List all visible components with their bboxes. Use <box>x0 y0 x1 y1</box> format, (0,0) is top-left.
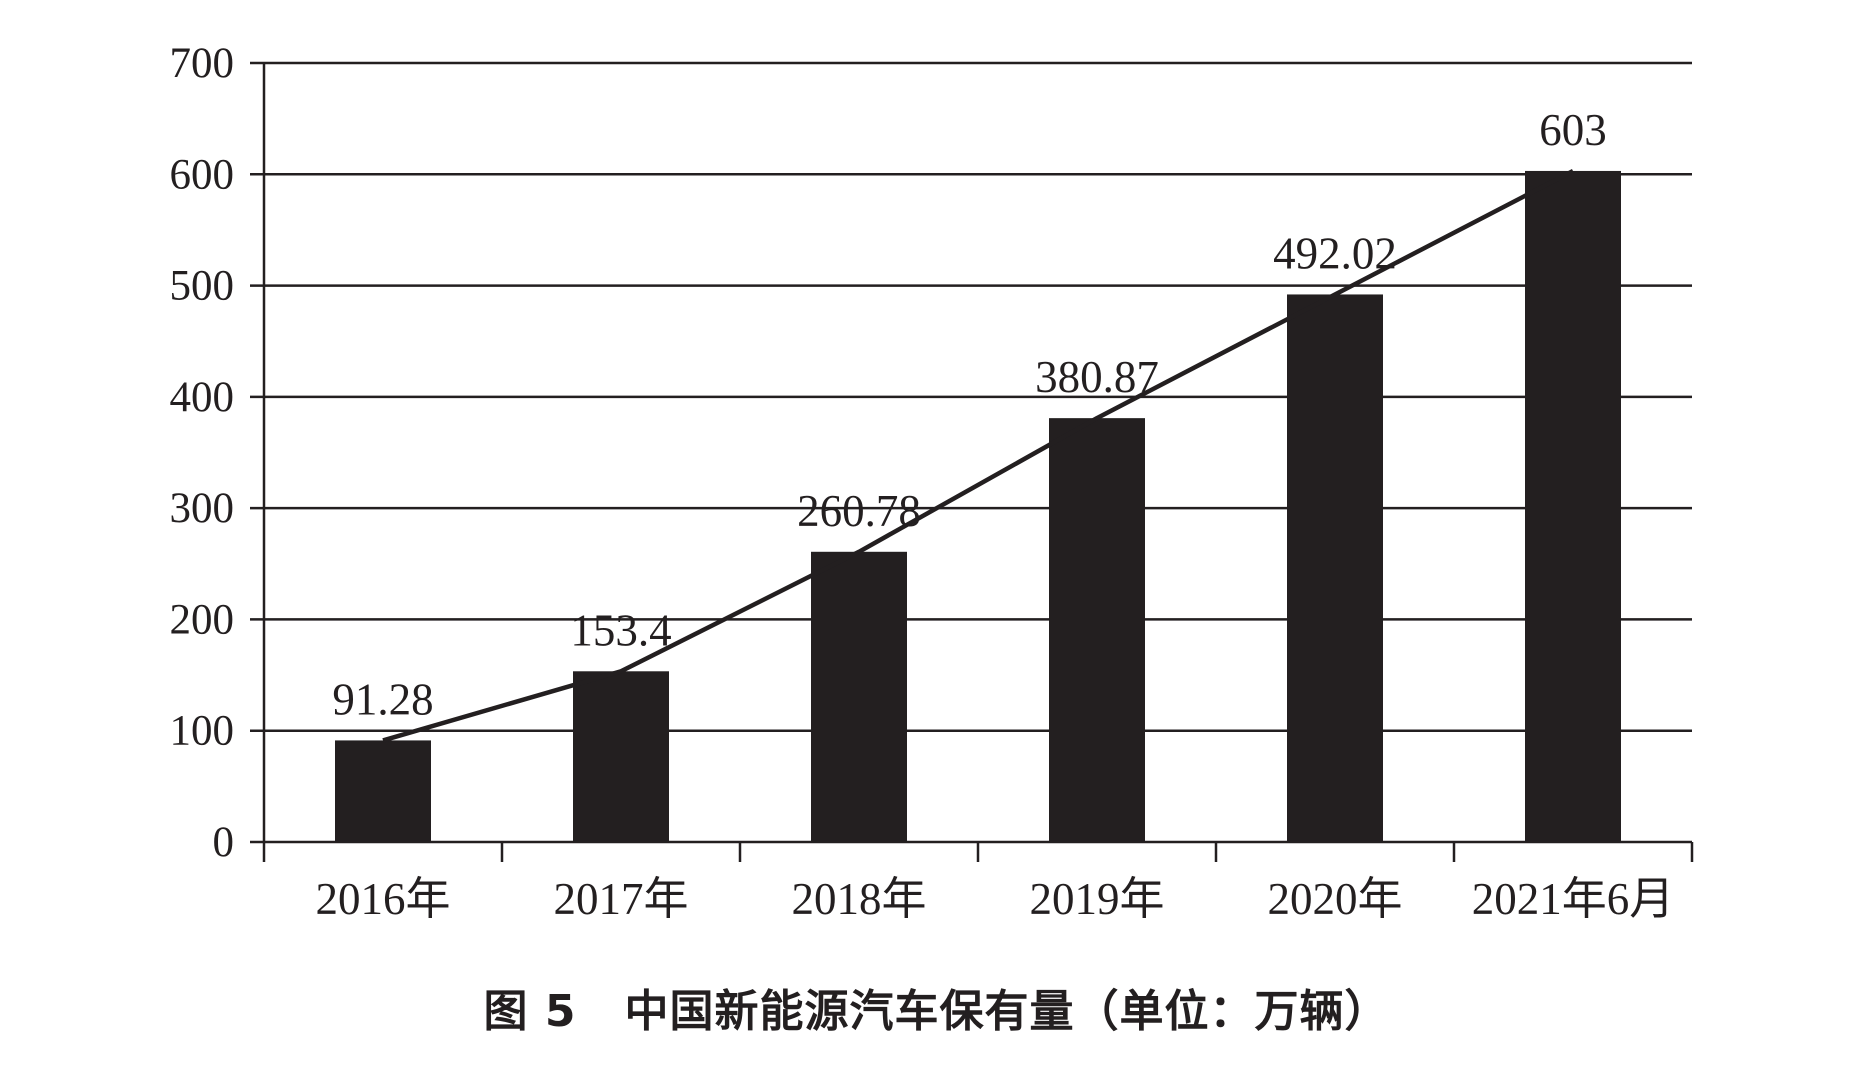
trend-line <box>382 168 1575 743</box>
y-tick-label: 700 <box>170 40 235 87</box>
bars <box>335 170 1621 842</box>
y-tick-label: 200 <box>170 596 235 643</box>
data-label: 603 <box>1539 105 1607 155</box>
data-label: 492.02 <box>1273 228 1397 278</box>
y-tick-label: 400 <box>170 374 235 421</box>
trend-line-group <box>382 168 1575 743</box>
data-label: 153.4 <box>570 605 671 655</box>
data-label: 380.87 <box>1035 352 1159 402</box>
y-tick-label: 100 <box>170 708 235 755</box>
bar <box>335 740 431 842</box>
data-label: 260.78 <box>797 486 921 536</box>
y-tick-label: 300 <box>170 485 235 532</box>
x-tick-label: 2019年 <box>1029 874 1164 924</box>
gridlines <box>250 61 1692 732</box>
caption-title: 中国新能源汽车保有量（单位：万辆） <box>624 986 1390 1037</box>
chart-caption: 图 5 中国新能源汽车保有量（单位：万辆） <box>0 975 1873 1039</box>
figure-label: 图 5 <box>483 986 577 1037</box>
x-tick-label: 2020年 <box>1267 874 1402 924</box>
y-tick-label: 0 <box>213 819 235 866</box>
data-labels: 91.28 153.4 260.78 380.87 492.02 603 <box>332 105 1606 724</box>
bar <box>1049 418 1145 842</box>
bar <box>573 671 669 842</box>
x-tick-label: 2016年 <box>315 874 450 924</box>
data-label: 91.28 <box>332 674 433 724</box>
bar <box>1525 170 1621 842</box>
axes <box>250 63 1694 862</box>
x-tick-label: 2021年6月 <box>1472 874 1675 924</box>
y-tick-label: 500 <box>170 263 235 310</box>
y-tick-label: 600 <box>170 151 235 198</box>
x-tick-label: 2018年 <box>791 874 926 924</box>
x-axis-tick-labels: 2016年 2017年 2018年 2019年 2020年 2021年6月 <box>315 874 1674 924</box>
bar <box>1287 294 1383 842</box>
x-tick-label: 2017年 <box>553 874 688 924</box>
y-axis-tick-labels: 0 100 200 300 400 500 600 700 <box>170 40 235 866</box>
bar <box>811 551 907 842</box>
